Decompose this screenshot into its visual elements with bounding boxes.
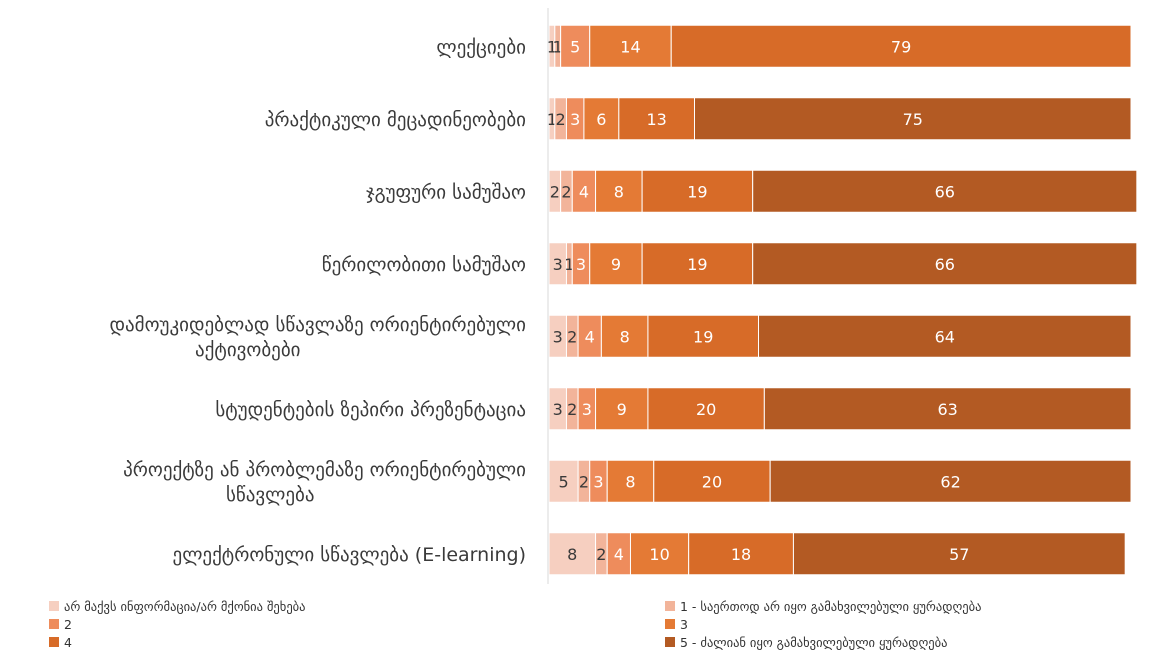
- bar-value-label: 2: [579, 472, 589, 491]
- legend-swatch: [49, 637, 59, 647]
- category-label: ჯგუფური სამუშაო: [366, 181, 526, 203]
- bar-segment: [560, 24, 591, 68]
- bar-value-label: 8: [625, 472, 635, 491]
- bar-value-label: 19: [687, 255, 707, 274]
- bar-segment: [763, 387, 1132, 431]
- bar-segment: [647, 314, 760, 358]
- bar-value-label: 75: [903, 110, 923, 129]
- bar-value-label: 1: [553, 37, 563, 56]
- bar-value-label: 57: [949, 545, 969, 564]
- bar-value-label: 62: [940, 472, 960, 491]
- bar-value-label: 2: [567, 400, 577, 419]
- bar-segment: [589, 24, 672, 68]
- bar-value-label: 3: [576, 255, 586, 274]
- category-label: ელექტრონული სწავლება (E-learning): [173, 544, 526, 566]
- legend-label: 3: [680, 617, 688, 632]
- bar-value-label: 5: [570, 37, 580, 56]
- bar-value-label: 4: [585, 327, 595, 346]
- legend-label: 4: [64, 635, 72, 650]
- legend-label: 2: [64, 617, 72, 632]
- category-label: პრაქტიკული მეცადინეობები: [265, 109, 526, 131]
- bar-value-label: 8: [620, 327, 630, 346]
- bar-segment: [641, 169, 754, 213]
- bar-segment: [618, 97, 696, 141]
- bar-value-label: 3: [553, 327, 563, 346]
- bar-value-label: 2: [567, 327, 577, 346]
- bar-segment: [752, 242, 1138, 286]
- legend-label: 5 - ძალიან იყო გამახვილებული ყურადღება: [680, 635, 947, 650]
- legend-swatch: [665, 637, 675, 647]
- bar-value-label: 3: [582, 400, 592, 419]
- bar-value-label: 1: [564, 255, 574, 274]
- legend-swatch: [49, 619, 59, 629]
- bar-segment: [758, 314, 1132, 358]
- bar-value-label: 5: [558, 472, 568, 491]
- bar-segment: [769, 459, 1132, 503]
- bar-value-label: 20: [702, 472, 722, 491]
- bar-segment: [548, 459, 579, 503]
- bar-segment: [694, 97, 1132, 141]
- bar-value-label: 3: [553, 400, 563, 419]
- bar-segment: [595, 169, 643, 213]
- bar-value-label: 8: [614, 182, 624, 201]
- bar-segment: [752, 169, 1138, 213]
- bar-segment: [589, 242, 643, 286]
- bar-value-label: 6: [596, 110, 606, 129]
- legend-label: 1 - საერთოდ არ იყო გამახვილებული ყურადღე…: [680, 599, 981, 614]
- bar-value-label: 1: [547, 37, 557, 56]
- bar-value-label: 3: [553, 255, 563, 274]
- bar-value-label: 13: [646, 110, 666, 129]
- bar-value-label: 79: [891, 37, 911, 56]
- bar-value-label: 2: [550, 182, 560, 201]
- category-label: სტუდენტების ზეპირი პრეზენტაცია: [215, 399, 526, 421]
- bar-value-label: 63: [937, 400, 957, 419]
- bar-value-label: 2: [556, 110, 566, 129]
- bar-segment: [629, 532, 690, 576]
- bar-segment: [647, 387, 765, 431]
- bar-value-label: 20: [696, 400, 716, 419]
- bar-segment: [583, 97, 620, 141]
- category-labels-group: ლექციები პრაქტიკული მეცადინეობები ჯგუფური …: [109, 36, 526, 566]
- bar-value-label: 19: [687, 182, 707, 201]
- bar-value-label: 3: [570, 110, 580, 129]
- bar-segment: [641, 242, 754, 286]
- bar-segment: [548, 532, 597, 576]
- bar-value-label: 2: [596, 545, 606, 564]
- bar-value-label: 14: [620, 37, 640, 56]
- category-label: პროექტზე ან პრობლემაზე ორიენტირებული: [123, 459, 526, 481]
- bar-value-label: 18: [731, 545, 751, 564]
- bar-value-label: 9: [617, 400, 627, 419]
- category-label: აქტივობები: [195, 339, 300, 361]
- bar-segment: [688, 532, 794, 576]
- bar-value-label: 2: [561, 182, 571, 201]
- category-label: ლექციები: [436, 36, 526, 58]
- bar-segment: [606, 459, 655, 503]
- legend-label: არ მაქვს ინფორმაცია/არ მქონია შეხება: [64, 599, 305, 614]
- legend-swatch: [665, 601, 675, 611]
- category-label: წერილობითი სამუშაო: [322, 254, 526, 276]
- bar-value-label: 19: [693, 327, 713, 346]
- bar-value-label: 3: [593, 472, 603, 491]
- legend-swatch: [665, 619, 675, 629]
- legend: არ მაქვს ინფორმაცია/არ მქონია შეხება 1 - …: [49, 599, 981, 650]
- bar-value-label: 8: [567, 545, 577, 564]
- bar-segment: [653, 459, 771, 503]
- bar-value-label: 4: [579, 182, 589, 201]
- bar-segment: [792, 532, 1126, 576]
- bar-value-label: 66: [935, 182, 955, 201]
- legend-swatch: [49, 601, 59, 611]
- category-label: სწავლება: [226, 484, 315, 506]
- bar-value-label: 66: [935, 255, 955, 274]
- bar-segment: [600, 314, 649, 358]
- bar-segment: [670, 24, 1132, 68]
- bar-value-label: 9: [611, 255, 621, 274]
- category-label: დამოუკიდებლად სწავლაზე ორიენტირებული: [109, 314, 526, 336]
- bar-value-label: 1: [547, 110, 557, 129]
- bar-value-label: 10: [649, 545, 669, 564]
- bar-value-label: 64: [935, 327, 955, 346]
- bar-value-label: 4: [614, 545, 624, 564]
